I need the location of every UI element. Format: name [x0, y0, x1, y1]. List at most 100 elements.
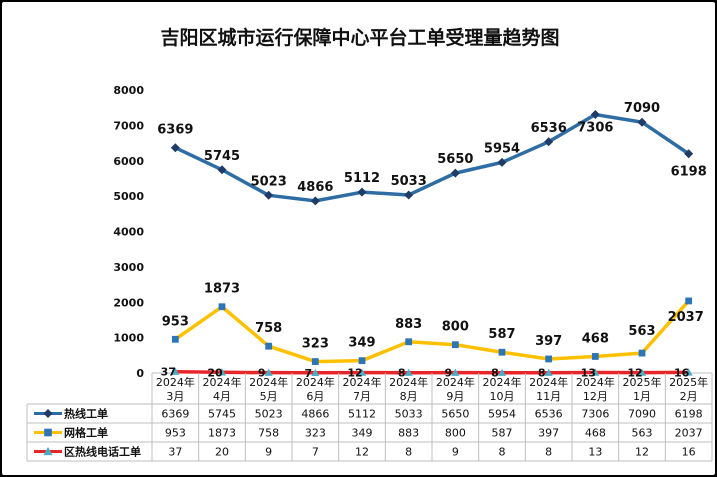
- table-cell-value: 953: [165, 427, 186, 440]
- table-cell-value: 5033: [395, 408, 423, 421]
- marker-diamond: [497, 157, 507, 167]
- table-cell-value: 800: [445, 427, 466, 440]
- table-cell-value: 20: [215, 446, 229, 459]
- marker-diamond: [450, 168, 460, 178]
- data-label: 1873: [204, 282, 240, 297]
- marker-diamond: [544, 137, 554, 147]
- series-line: [174, 112, 690, 203]
- marker-square: [451, 341, 459, 349]
- x-tick-month: 6月: [306, 390, 324, 403]
- x-tick-month: 9月: [446, 390, 464, 403]
- marker-diamond: [637, 117, 647, 127]
- table-cell-value: 5112: [348, 408, 376, 421]
- marker-square: [358, 357, 366, 365]
- table-cell-value: 9: [265, 446, 272, 459]
- table-cell-value: 13: [588, 446, 602, 459]
- marker-square: [685, 297, 693, 305]
- table-cell-value: 349: [352, 427, 373, 440]
- marker-triangle: [591, 368, 600, 376]
- data-table: 2024年3月2024年4月2024年5月2024年6月2024年7月2024年…: [26, 373, 713, 462]
- table-cell-value: 16: [682, 446, 696, 459]
- marker-triangle: [218, 368, 226, 376]
- y-tick-label: 3000: [113, 261, 144, 274]
- data-label: 758: [255, 321, 282, 336]
- x-tick-month: 8月: [400, 390, 418, 403]
- x-tick-month: 2月: [680, 390, 698, 403]
- data-label: 16: [674, 366, 690, 379]
- data-label: 6536: [531, 121, 567, 136]
- table-cell-value: 5954: [488, 408, 516, 421]
- marker-triangle: [358, 368, 366, 376]
- data-label: 587: [488, 327, 515, 342]
- table-cell-value: 563: [632, 427, 653, 440]
- table-cell-value: 8: [405, 446, 412, 459]
- x-tick-month: 3月: [166, 390, 184, 403]
- marker-square: [591, 353, 599, 360]
- marker-triangle: [498, 368, 506, 376]
- chart-axes: 0 1000 2000 3000 4000 5000 6000 7000 8000: [113, 84, 712, 380]
- data-label: 8: [491, 367, 499, 380]
- data-label: 5954: [484, 141, 520, 156]
- x-tick-month: 1月: [633, 390, 651, 403]
- data-label: 8: [398, 367, 406, 380]
- marker-diamond: [217, 165, 227, 175]
- marker-square: [405, 338, 413, 346]
- x-tick-year: 2024年: [483, 375, 522, 389]
- table-cell-value: 7: [312, 446, 319, 459]
- data-label: 9: [445, 367, 453, 380]
- marker-square: [311, 358, 319, 365]
- x-tick-year: 2024年: [529, 375, 568, 389]
- table-cell-value: 397: [538, 427, 559, 440]
- series-layer: 6369 5745 5023 4866 5112 5033 5650 5954 6536 7306…: [157, 101, 707, 380]
- marker-diamond: [310, 196, 320, 206]
- marker-triangle: [404, 368, 413, 376]
- y-tick-label: 2000: [113, 296, 144, 309]
- x-tick-month: 7月: [353, 390, 371, 403]
- marker-diamond: [684, 149, 694, 159]
- legend-label: 网格工单: [64, 426, 108, 440]
- data-label: 37: [161, 366, 176, 379]
- table-cell-value: 12: [355, 446, 369, 459]
- data-label: 6198: [671, 165, 707, 180]
- table-cell-value: 587: [492, 427, 513, 440]
- x-tick-year: 2024年: [576, 375, 615, 389]
- data-label: 9: [258, 367, 266, 380]
- data-label: 323: [302, 337, 329, 352]
- table-cell-value: 7306: [581, 408, 609, 421]
- marker-square: [498, 348, 506, 356]
- marker-square: [265, 342, 273, 350]
- legend-label: 区热线电话工单: [64, 445, 141, 459]
- marker-square: [171, 335, 179, 343]
- marker-diamond: [357, 187, 367, 197]
- data-label: 563: [628, 324, 655, 339]
- data-label: 8: [538, 367, 546, 380]
- legend-label: 热线工单: [64, 407, 108, 421]
- marker-triangle: [264, 368, 273, 376]
- y-tick-label: 5000: [113, 190, 144, 203]
- data-label: 5023: [251, 174, 287, 189]
- data-label: 5745: [204, 149, 240, 164]
- data-label: 20: [207, 366, 223, 379]
- x-tick-year: 2024年: [203, 375, 242, 389]
- table-cell-value: 468: [585, 427, 606, 440]
- table-cell-value: 4866: [301, 408, 329, 421]
- data-label: 7090: [624, 101, 660, 116]
- table-cell-value: 6198: [675, 408, 703, 421]
- marker-diamond: [404, 190, 414, 200]
- data-label: 468: [582, 331, 609, 346]
- data-label: 12: [627, 367, 642, 380]
- x-tick-year: 2024年: [296, 375, 335, 389]
- y-tick-label: 6000: [113, 155, 144, 168]
- y-tick-label: 7000: [113, 119, 144, 132]
- x-tick-month: 10月: [490, 390, 515, 403]
- x-tick-year: 2024年: [343, 375, 382, 389]
- x-tick-year: 2024年: [436, 375, 475, 389]
- chart-title: 吉阳区城市运行保障中心平台工单受理量趋势图: [160, 26, 559, 49]
- marker-square: [218, 303, 226, 311]
- marker-triangle: [43, 447, 53, 456]
- data-label: 4866: [297, 180, 333, 195]
- marker-triangle: [638, 368, 646, 376]
- table-cell-value: 12: [635, 446, 649, 459]
- table-cell-value: 2037: [675, 427, 703, 440]
